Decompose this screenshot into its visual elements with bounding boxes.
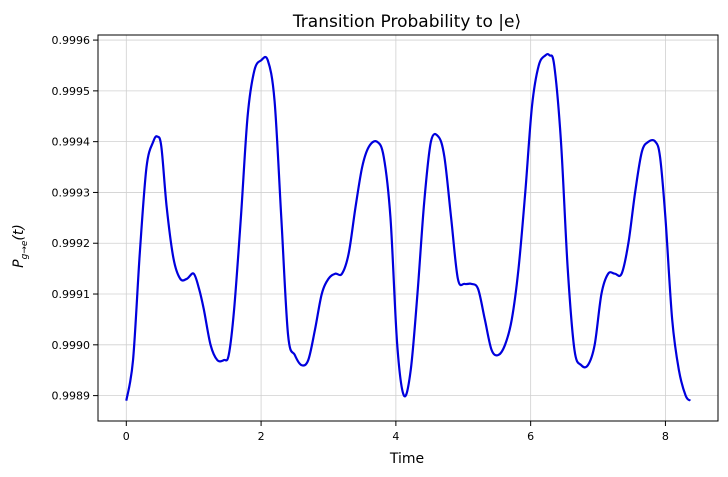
x-tick-label: 0 bbox=[123, 430, 130, 443]
x-tick-label: 8 bbox=[662, 430, 669, 443]
y-tick-label: 0.9991 bbox=[52, 288, 91, 301]
y-axis-label-arg: (t) bbox=[11, 224, 27, 240]
y-axis-label: Pg→e(t) bbox=[11, 224, 30, 268]
y-tick-label: 0.9993 bbox=[52, 186, 91, 199]
y-axis-label-main: P bbox=[11, 259, 27, 268]
series-layer bbox=[125, 52, 692, 402]
y-tick-label: 0.9992 bbox=[52, 237, 91, 250]
x-tick-label: 6 bbox=[527, 430, 534, 443]
x-axis-label: Time bbox=[389, 451, 424, 467]
plot-frame bbox=[97, 34, 719, 422]
y-tick-label: 0.9996 bbox=[52, 34, 91, 47]
chart-title: Transition Probability to |e⟩ bbox=[292, 12, 521, 32]
y-axis-label-sub: g→e bbox=[20, 240, 30, 259]
x-tick-label: 4 bbox=[392, 430, 399, 443]
y-tick-label: 0.9989 bbox=[52, 390, 91, 403]
x-tick-label: 2 bbox=[258, 430, 265, 443]
y-tick-label: 0.9990 bbox=[52, 339, 91, 352]
y-tick-label: 0.9995 bbox=[52, 85, 91, 98]
ticks: 0 2 4 6 8 0.9989 0.9990 0.9991 0.9992 0.9993 0.999… bbox=[52, 34, 669, 443]
y-tick-label: 0.9994 bbox=[52, 136, 91, 149]
series-line bbox=[125, 52, 692, 402]
